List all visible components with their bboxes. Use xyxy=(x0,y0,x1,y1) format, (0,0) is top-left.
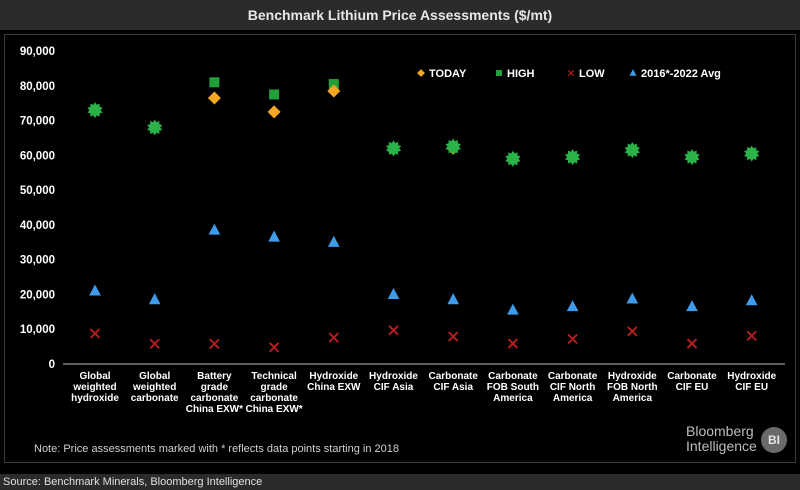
high-point-overlay xyxy=(445,138,461,155)
y-tick-label: 50,000 xyxy=(20,185,55,197)
avg-point xyxy=(387,287,400,299)
scatter-chart: 0 10,000 20,000 30,000 40,000 50,000 60,000 70,… xyxy=(20,46,785,415)
y-tick-label: 10,000 xyxy=(20,324,55,336)
low-point xyxy=(89,328,101,339)
avg-point xyxy=(626,292,639,304)
y-tick-label: 70,000 xyxy=(20,116,55,128)
high-point xyxy=(744,145,760,162)
legend-today-label: TODAY xyxy=(429,68,467,80)
y-tick-label: 30,000 xyxy=(20,255,55,267)
avg-point xyxy=(686,300,698,312)
y-tick-label: 90,000 xyxy=(20,46,55,58)
x-category-label: Global weighted hydroxide xyxy=(71,371,119,404)
avg-point xyxy=(447,293,460,305)
legend-today-icon xyxy=(417,69,425,77)
high-point xyxy=(684,149,700,166)
low-point xyxy=(149,338,160,350)
chart-panel: 0 10,000 20,000 30,000 40,000 50,000 60,000 70,… xyxy=(4,34,796,463)
x-category-label: Battery grade carbonate China EXW* xyxy=(186,371,243,415)
low-point xyxy=(627,326,638,337)
x-category-label: Carbonate CIF North America xyxy=(548,371,598,404)
high-point xyxy=(565,149,581,166)
low-point xyxy=(507,338,519,349)
x-category-label: Carbonate CIF EU xyxy=(667,371,717,393)
y-tick-label: 20,000 xyxy=(20,289,55,301)
today-point xyxy=(207,91,221,105)
avg-point xyxy=(89,284,101,296)
today-point xyxy=(327,84,341,98)
avg-point xyxy=(268,230,280,242)
low-point xyxy=(447,331,459,342)
y-tick-label: 0 xyxy=(49,359,55,371)
low-point xyxy=(209,338,220,350)
brand-line-2: Intelligence xyxy=(686,438,757,454)
high-point xyxy=(385,140,402,157)
high-point xyxy=(624,142,640,159)
x-category-label: Carbonate CIF Asia xyxy=(428,371,478,393)
high-point xyxy=(269,89,280,100)
avg-point xyxy=(507,303,519,315)
legend-low-label: LOW xyxy=(579,68,605,80)
y-tick-label: 60,000 xyxy=(20,150,55,162)
legend-high-icon xyxy=(496,70,502,76)
low-point xyxy=(567,333,578,345)
legend-avg-label: 2016*-2022 Avg xyxy=(641,68,721,80)
avg-point xyxy=(566,300,579,312)
low-point xyxy=(388,325,399,336)
x-category-label: Hydroxide China EXW xyxy=(307,371,361,393)
low-point xyxy=(328,332,340,343)
low-point xyxy=(746,330,757,342)
legend-low-icon xyxy=(567,69,575,77)
x-category-label: Carbonate FOB South America xyxy=(487,371,539,404)
y-tick-label: 80,000 xyxy=(20,81,55,93)
legend-high-label: HIGH xyxy=(507,68,535,80)
x-category-label: Hydroxide FOB North America xyxy=(607,371,658,404)
avg-point xyxy=(148,293,161,305)
avg-point xyxy=(745,294,758,306)
chart-note: Note: Price assessments marked with * re… xyxy=(34,443,400,455)
source-line: Source: Benchmark Minerals, Bloomberg In… xyxy=(0,474,800,490)
legend-avg-icon xyxy=(629,69,637,76)
avg-point xyxy=(208,223,221,235)
high-point xyxy=(209,77,220,88)
high-point xyxy=(87,102,103,119)
low-point xyxy=(686,338,698,349)
brand-logo: Bloomberg Intelligence xyxy=(686,424,757,454)
today-point xyxy=(267,105,281,119)
y-tick-label: 40,000 xyxy=(20,220,55,232)
high-point xyxy=(328,79,339,90)
chart-title: Benchmark Lithium Price Assessments ($/m… xyxy=(0,0,800,30)
brand-badge: BI xyxy=(761,427,787,453)
x-category-label: Technical grade carbonate China EXW* xyxy=(245,371,302,415)
low-point xyxy=(268,342,280,353)
avg-point xyxy=(327,235,340,247)
high-point xyxy=(147,119,163,136)
high-point xyxy=(505,150,521,167)
brand-line-1: Bloomberg xyxy=(686,423,754,439)
x-category-label: Hydroxide CIF Asia xyxy=(369,371,418,393)
x-category-label: Hydroxide CIF EU xyxy=(727,371,776,393)
x-category-label: Global weighted carbonate xyxy=(131,371,179,404)
